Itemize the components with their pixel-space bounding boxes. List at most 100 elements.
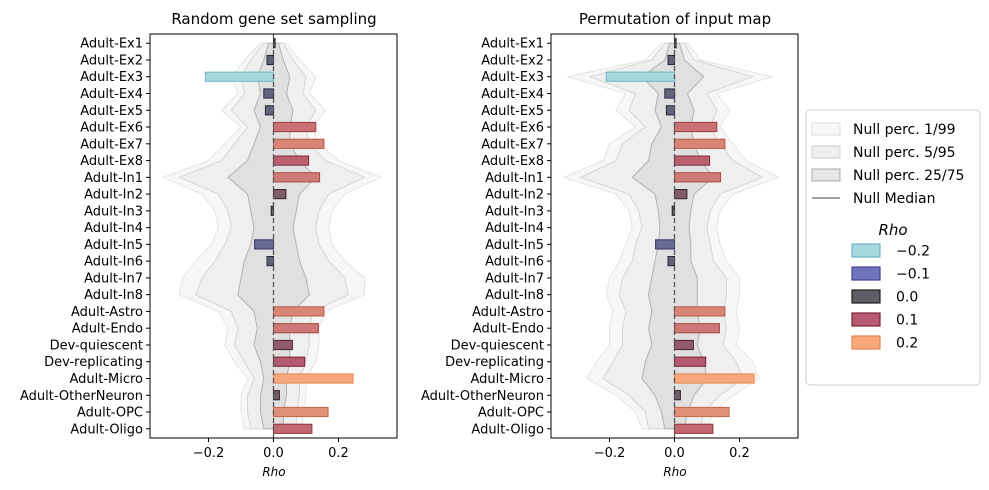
legend-label-p25-75: Null perc. 25/75 xyxy=(853,168,964,184)
bar-adult-ex8 xyxy=(674,155,711,166)
legend-swatch-rho xyxy=(851,266,881,281)
y-tick-label: Adult-In5 xyxy=(485,238,544,253)
legend-swatch-p5-95 xyxy=(811,145,841,159)
bar-adult-ex3 xyxy=(204,71,275,82)
bar-adult-oligo xyxy=(674,423,714,434)
legend-color-entries: −0.2 −0.1 0.0 0.1 0.2 xyxy=(851,243,930,352)
bar-adult-endo xyxy=(674,323,720,334)
y-tick-label: Adult-In2 xyxy=(485,188,544,203)
bar-adult-in2 xyxy=(674,189,688,200)
legend-swatch-p25-75 xyxy=(811,168,841,182)
x-axis-label: Rho xyxy=(262,465,285,479)
legend-swatch-rho xyxy=(851,289,881,304)
legend-swatch-rho xyxy=(851,335,881,350)
y-tick-label: Adult-Ex5 xyxy=(481,104,544,119)
legend-colorbar-title: Rho xyxy=(878,221,907,239)
bar-adult-opc xyxy=(273,406,329,418)
bar-adult-in2 xyxy=(273,189,287,200)
y-tick-label: Adult-Astro xyxy=(71,305,143,320)
bar-adult-in5 xyxy=(655,239,675,250)
y-tick-label: Adult-In7 xyxy=(84,271,143,286)
y-tick-label: Adult-In4 xyxy=(485,221,544,236)
legend-label-median: Null Median xyxy=(853,191,936,207)
y-tick-label: Adult-In8 xyxy=(84,288,143,303)
bar-adult-ex6 xyxy=(273,121,317,133)
bar-adult-in1 xyxy=(674,172,722,183)
legend-label-p5-95: Null perc. 5/95 xyxy=(853,145,956,161)
bar-adult-astro xyxy=(273,306,325,317)
chart-title: Permutation of input map xyxy=(579,10,771,28)
bar-adult-in1 xyxy=(273,172,321,183)
bar-adult-otherneuron xyxy=(273,390,280,401)
y-tick-label: Adult-Oligo xyxy=(70,422,143,437)
y-tick-label: Adult-In5 xyxy=(84,238,143,253)
bar-adult-in6 xyxy=(667,256,675,267)
legend-label-rho: 0.1 xyxy=(896,313,918,329)
legend: Null perc. 1/99 Null perc. 5/95 Null per… xyxy=(805,109,981,386)
x-tick-label: 0.0 xyxy=(263,446,284,461)
bar-adult-ex4 xyxy=(664,88,676,99)
y-tick-label: Adult-Ex2 xyxy=(481,54,544,69)
y-tick-label: Adult-Endo xyxy=(473,322,544,337)
y-tick-label: Dev-quiescent xyxy=(451,339,544,354)
legend-swatch-rho xyxy=(851,312,881,327)
chart-title: Random gene set sampling xyxy=(171,10,376,28)
y-tick-label: Adult-Ex4 xyxy=(80,87,143,102)
y-tick-label: Adult-Ex8 xyxy=(481,154,544,169)
panel-permutation: Permutation of input map Rho Adult-Ex1 Ad… xyxy=(421,10,799,479)
bar-adult-ex6 xyxy=(674,121,718,133)
bar-adult-ex3 xyxy=(605,71,676,82)
bar-dev-quiescent xyxy=(273,339,293,351)
x-tick-label: 0.2 xyxy=(729,446,750,461)
bar-dev-quiescent xyxy=(674,339,694,351)
bar-adult-ex5 xyxy=(665,105,676,116)
bar-dev-replicating xyxy=(674,356,707,367)
y-tick-label: Adult-Ex4 xyxy=(481,87,544,102)
legend-swatch-p1-99 xyxy=(811,122,841,136)
bar-adult-opc xyxy=(674,406,730,418)
bar-dev-replicating xyxy=(273,356,306,367)
x-tick-label: −0.2 xyxy=(193,446,225,461)
y-tick-label: Adult-In4 xyxy=(84,221,143,236)
y-tick-label: Adult-In7 xyxy=(485,271,544,286)
y-tick-label: Adult-OtherNeuron xyxy=(421,389,544,404)
bar-adult-ex2 xyxy=(266,54,274,66)
bar-adult-ex7 xyxy=(273,138,325,149)
bar-adult-otherneuron xyxy=(674,390,681,401)
bar-adult-micro xyxy=(674,373,755,384)
bar-adult-ex7 xyxy=(674,138,726,149)
y-tick-label: Adult-Ex2 xyxy=(80,54,143,69)
y-tick-label: Adult-In1 xyxy=(485,171,544,186)
x-axis-label: Rho xyxy=(663,465,686,479)
y-tick-label: Adult-In3 xyxy=(84,204,143,219)
y-tick-label: Adult-Ex3 xyxy=(481,70,544,85)
bar-adult-ex5 xyxy=(264,105,274,116)
bar-adult-ex2 xyxy=(667,54,675,66)
bar-adult-oligo xyxy=(273,423,313,434)
y-tick-label: Adult-Micro xyxy=(470,372,544,387)
y-tick-label: Adult-Ex7 xyxy=(481,137,544,152)
legend-swatch-rho xyxy=(851,243,881,258)
y-tick-label: Adult-OPC xyxy=(77,406,143,421)
x-tick-label: 0.0 xyxy=(664,446,685,461)
y-tick-label: Adult-Ex1 xyxy=(481,37,544,52)
x-tick-label: 0.2 xyxy=(328,446,349,461)
y-tick-label: Adult-In1 xyxy=(84,171,143,186)
y-tick-label: Adult-In8 xyxy=(485,288,544,303)
y-tick-label: Adult-Ex1 xyxy=(80,37,143,52)
y-tick-label: Adult-Ex6 xyxy=(80,121,143,136)
legend-label-rho: 0.2 xyxy=(896,336,918,352)
panel-random-gene-set: Random gene set sampling Rho Adult-Ex1 Ad… xyxy=(20,10,398,479)
y-tick-label: Adult-In2 xyxy=(84,188,143,203)
bar-adult-astro xyxy=(674,306,726,317)
y-tick-label: Dev-replicating xyxy=(44,355,143,370)
legend-label-rho: −0.1 xyxy=(896,267,930,283)
bar-adult-micro xyxy=(273,373,354,384)
legend-label-p1-99: Null perc. 1/99 xyxy=(853,122,956,138)
y-tick-label: Adult-In3 xyxy=(485,204,544,219)
y-tick-label: Dev-quiescent xyxy=(50,339,143,354)
bar-adult-endo xyxy=(273,323,319,334)
y-tick-label: Adult-Ex7 xyxy=(80,137,143,152)
legend-label-rho: −0.2 xyxy=(896,244,930,260)
